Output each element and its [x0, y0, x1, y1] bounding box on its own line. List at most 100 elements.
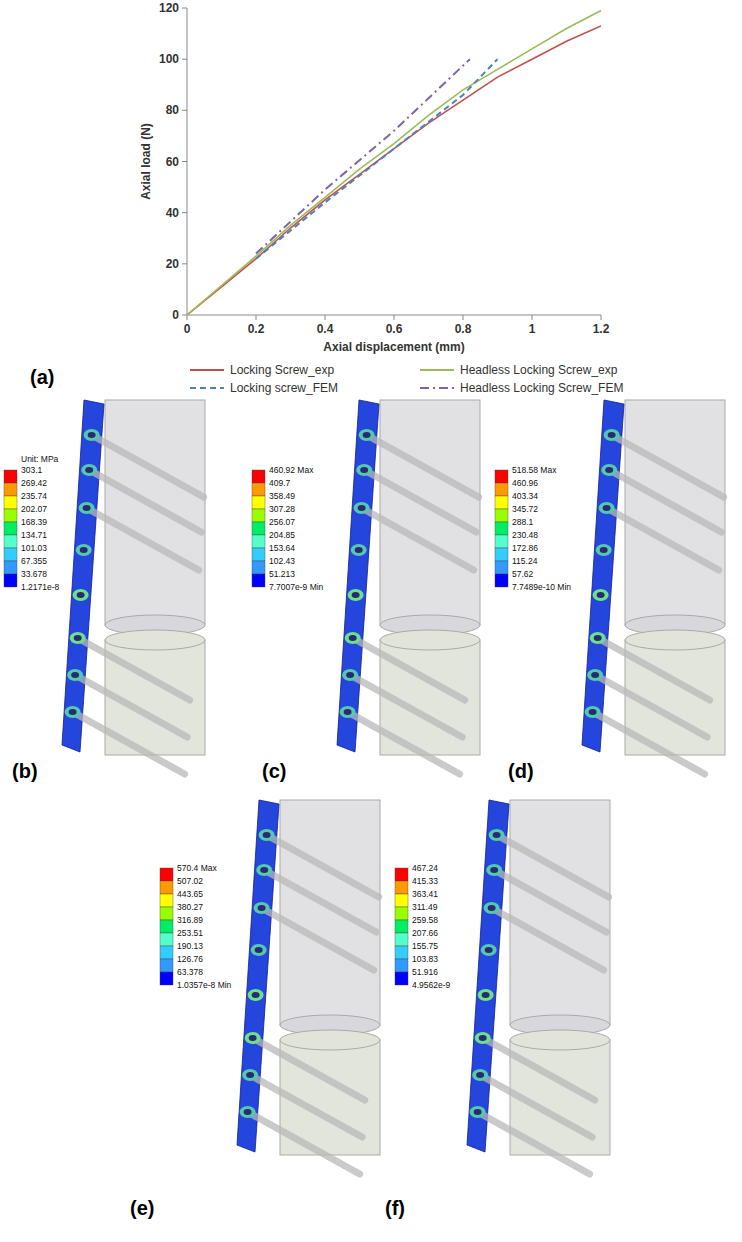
bone-lower-end [625, 630, 725, 650]
colorbar-label: 303.1 [21, 465, 43, 475]
hole [258, 905, 266, 911]
plate [337, 400, 379, 752]
panel-letter: (a) [30, 366, 54, 388]
hole [346, 672, 354, 678]
plate [237, 800, 279, 1152]
legend-swatch [420, 369, 454, 371]
colorbar-label: 204.85 [269, 530, 295, 540]
screw [348, 712, 460, 774]
plate [467, 800, 509, 1152]
hole-stress [475, 1032, 491, 1044]
hole-stress [470, 1106, 486, 1118]
colorbar-label: 51.916 [412, 967, 438, 977]
colorbar-label: 443.65 [177, 889, 203, 899]
hole [488, 905, 496, 911]
hole [358, 505, 366, 511]
screw [478, 1112, 590, 1174]
screw [483, 1038, 595, 1100]
colorbar-label: 202.07 [21, 504, 47, 514]
colorbar-band [160, 907, 173, 920]
x-tick [325, 315, 326, 320]
bone-lower-end [510, 1030, 610, 1050]
colorbar-label: 134.71 [21, 530, 47, 540]
hole [249, 1035, 257, 1041]
plate [582, 400, 624, 752]
colorbar-label: 153.64 [269, 543, 295, 553]
screw [492, 908, 604, 970]
hole [482, 992, 490, 998]
x-tick-label: 0.2 [248, 322, 265, 336]
colorbar-label: 256.07 [269, 517, 295, 527]
hole [603, 505, 611, 511]
x-tick-label: 1 [529, 322, 536, 336]
hole-stress [472, 1069, 488, 1081]
colorbar-label: 409.7 [269, 478, 291, 488]
y-tick [182, 212, 187, 213]
legend-label: Locking Screw_exp [230, 363, 334, 377]
hole [344, 709, 352, 715]
hole-stress [585, 706, 601, 718]
hole-stress [251, 944, 267, 956]
hole [263, 832, 271, 838]
screw [75, 675, 187, 737]
hole-stress [356, 464, 372, 476]
plate [62, 400, 104, 752]
colorbar-label: 507.02 [177, 876, 203, 886]
colorbar-band [252, 522, 265, 535]
colorbar-band [395, 868, 408, 881]
colorbar-band [395, 894, 408, 907]
colorbar-label: 7.7007e-9 Min [269, 582, 324, 592]
panel-letter: (d) [508, 760, 534, 782]
colorbar-band [4, 574, 17, 587]
hole-stress [359, 429, 375, 441]
colorbar-band [495, 496, 508, 509]
hole [74, 635, 82, 641]
colorbar-band [160, 959, 173, 972]
series-line [256, 59, 470, 253]
hole [589, 709, 597, 715]
colorbar-label: 467.24 [412, 863, 438, 873]
hole [474, 1109, 482, 1115]
colorbar-label: 155.75 [412, 941, 438, 951]
colorbar-label: 7.7489e-10 Min [512, 582, 571, 592]
hole [605, 467, 613, 473]
hole-stress [484, 902, 500, 914]
bone-lower-end [380, 630, 480, 650]
colorbar-band [160, 920, 173, 933]
legend-label: Headless Locking Screw_exp [460, 363, 618, 377]
axes: 02040608010012000.20.40.60.811.2Axial di… [139, 1, 610, 354]
hole-stress [259, 829, 275, 841]
screw [607, 508, 719, 570]
y-tick [182, 8, 187, 9]
colorbar-band [4, 496, 17, 509]
panel-letter: (b) [12, 760, 38, 782]
colorbar-label: 460.92 Max [269, 465, 314, 475]
hole-stress [73, 589, 89, 601]
hole-stress [599, 502, 615, 514]
screw [362, 508, 474, 570]
series-line [187, 11, 601, 315]
screw [595, 675, 707, 737]
hole [352, 592, 360, 598]
hole [363, 432, 371, 438]
colorbar-band [252, 509, 265, 522]
screw [593, 712, 705, 774]
hole-stress [486, 864, 502, 876]
hole-stress [478, 989, 494, 1001]
panel-letter: (f) [385, 1197, 405, 1219]
colorbar-unit: Unit: MPa [21, 454, 59, 464]
hole-stress [604, 429, 620, 441]
hole [71, 672, 79, 678]
screw [73, 712, 185, 774]
colorbar-label: 168.39 [21, 517, 47, 527]
hole [485, 947, 493, 953]
screw [78, 638, 190, 700]
colorbar-band [4, 535, 17, 548]
panel-letter: (c) [262, 760, 286, 782]
bone-lower-end [280, 1030, 380, 1050]
colorbar-band [495, 548, 508, 561]
screw [87, 508, 199, 570]
screw [267, 835, 379, 897]
colorbar-band [160, 894, 173, 907]
hole-stress [351, 544, 367, 556]
